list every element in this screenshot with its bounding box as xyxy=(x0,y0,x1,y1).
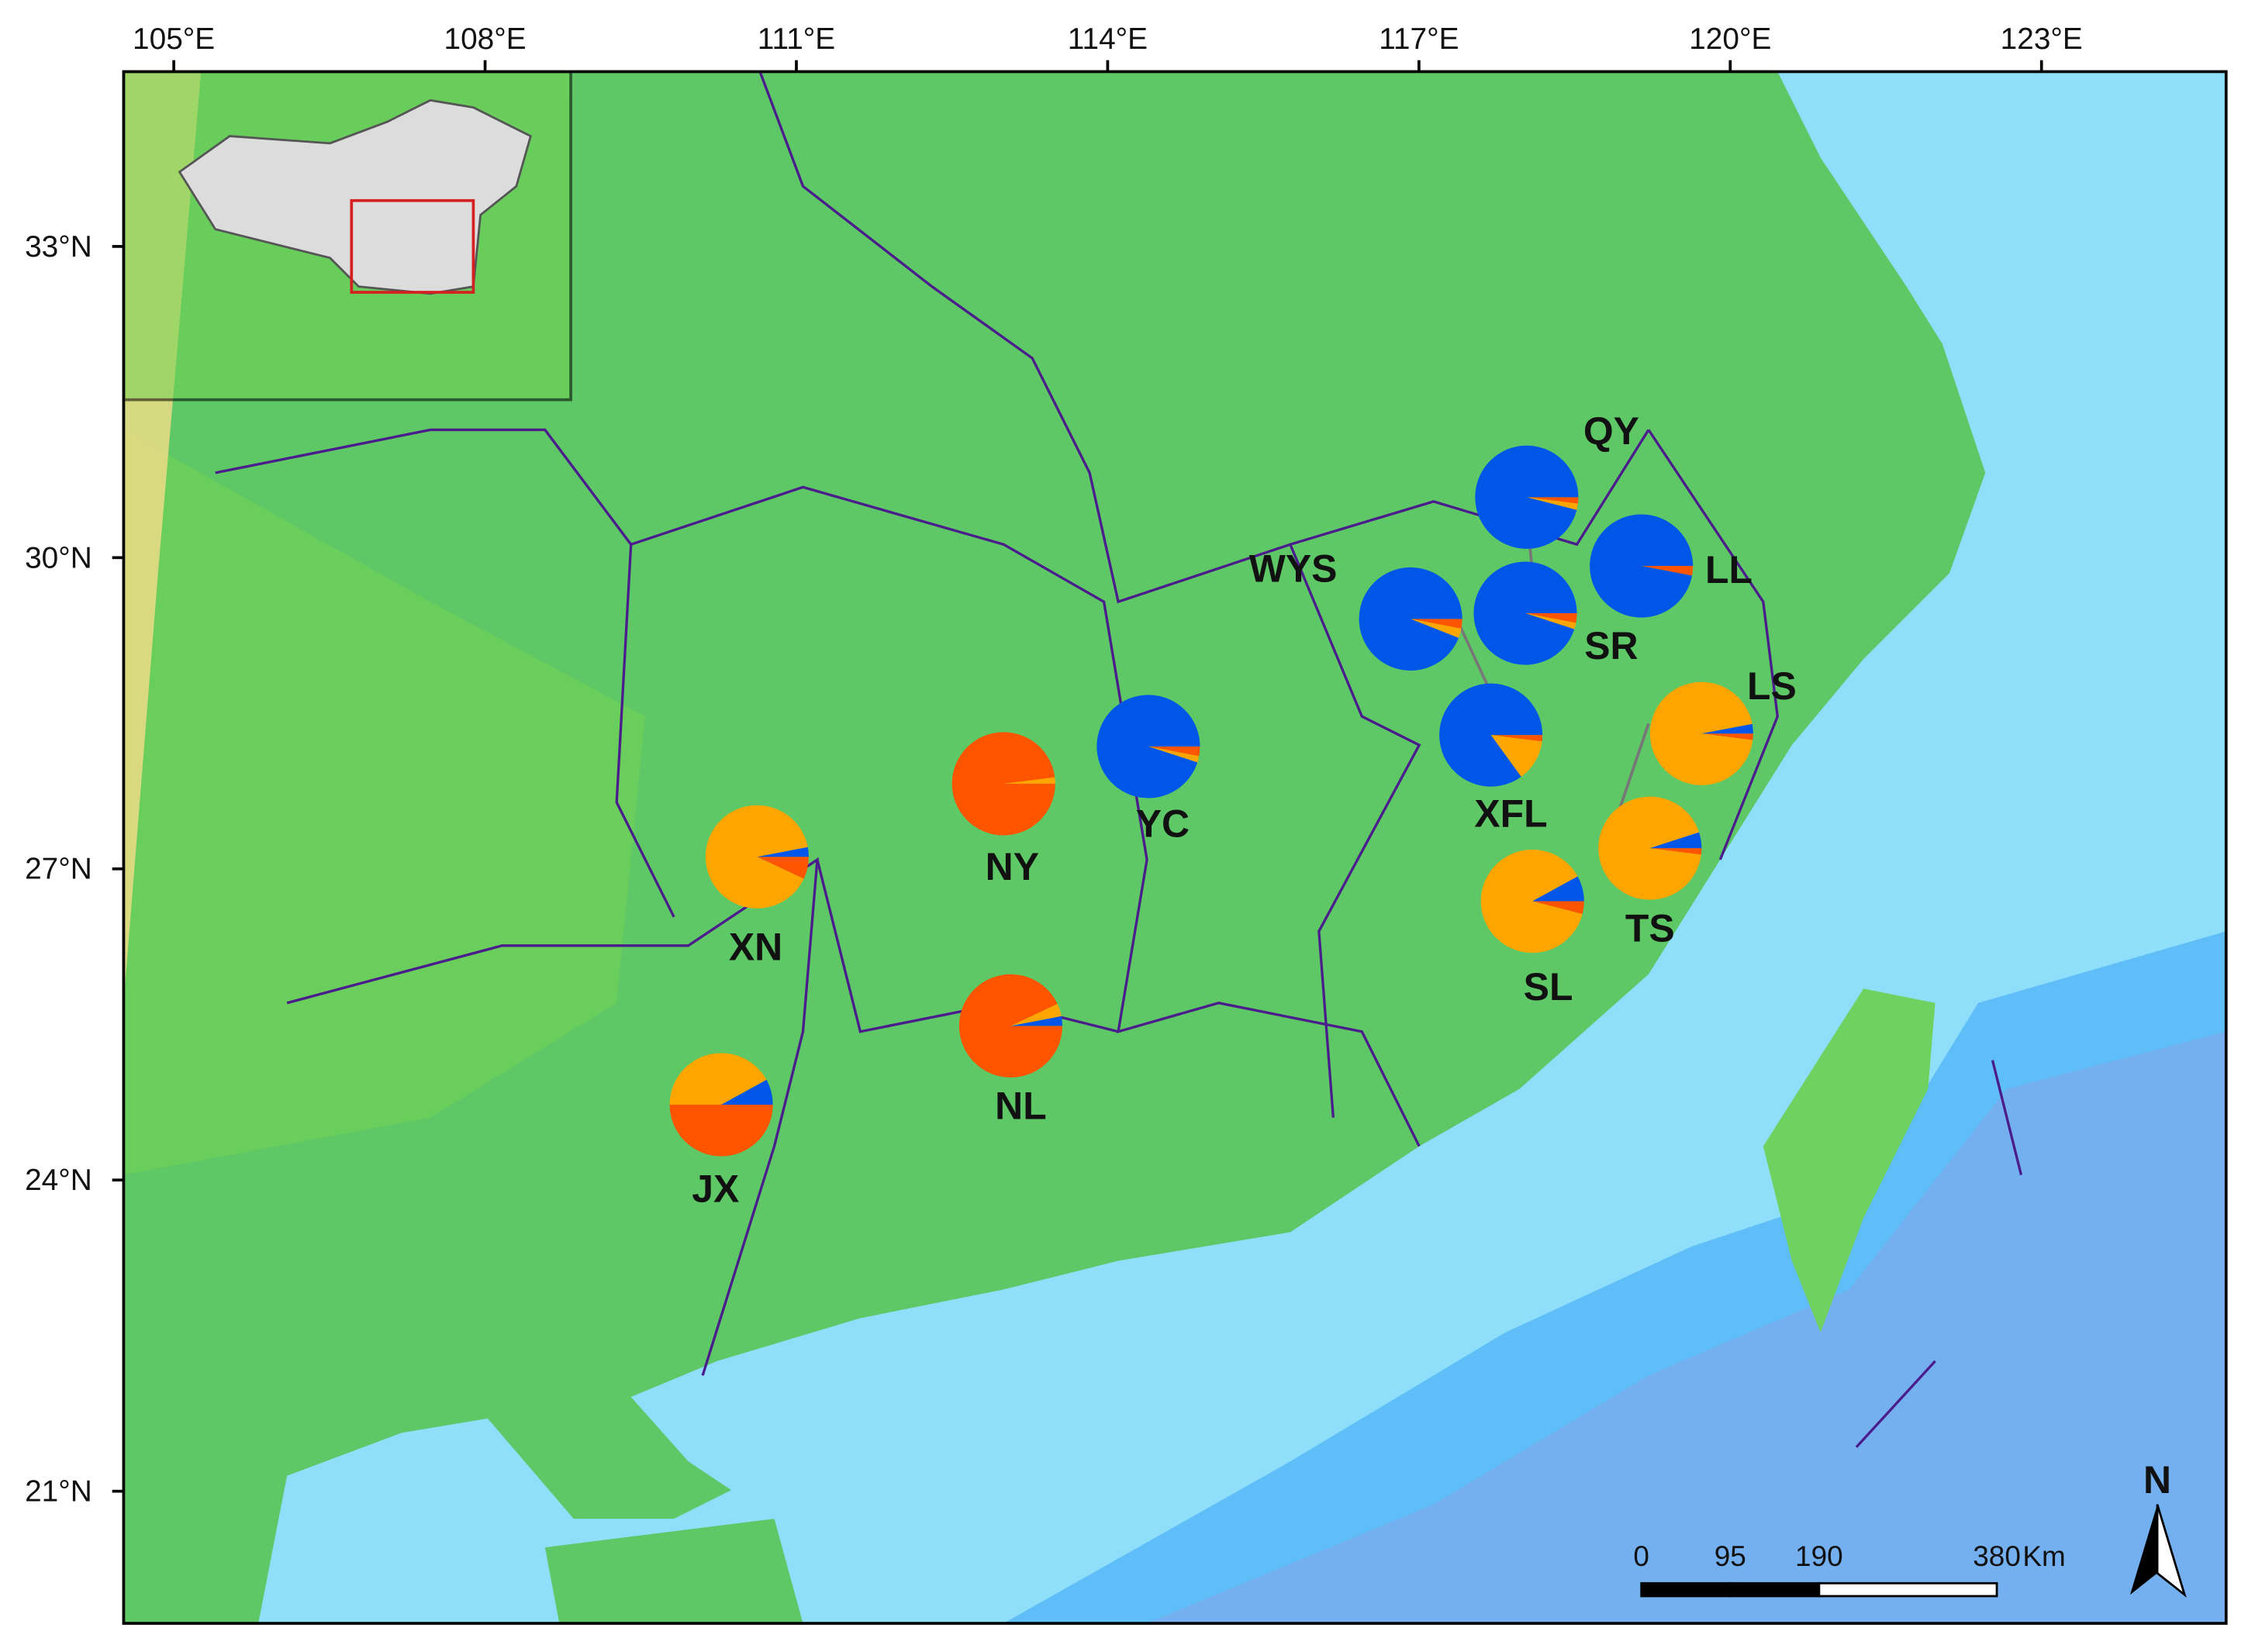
pie-slice xyxy=(1701,723,1753,734)
scale-segment xyxy=(1728,1581,1821,1598)
pie-slice xyxy=(1598,796,1701,900)
pie-slice xyxy=(1148,746,1200,763)
pie-slice xyxy=(1148,746,1200,757)
lon-tick-label: 111°E xyxy=(758,22,835,56)
north-arrow xyxy=(2156,1504,2187,1598)
pie-slice xyxy=(1532,901,1584,915)
lat-tick-label: 21°N xyxy=(25,1475,92,1509)
lon-tick-label: 117°E xyxy=(1379,22,1459,56)
population-label: YC xyxy=(1136,802,1190,845)
map-frame xyxy=(122,70,2228,1625)
pie-slice xyxy=(721,1079,773,1105)
pie-slice xyxy=(1411,619,1462,629)
lat-tick-label: 24°N xyxy=(25,1164,92,1197)
pie-slice xyxy=(1475,445,1579,549)
lon-tick-label: 108°E xyxy=(444,22,527,56)
pie-slice xyxy=(1439,683,1543,787)
population-label: SL xyxy=(1524,965,1573,1009)
pie-slice xyxy=(1096,695,1200,798)
population-label: SR xyxy=(1584,624,1638,667)
lon-tick-label: 123°E xyxy=(2001,22,2083,56)
population-label: WYS xyxy=(1249,547,1338,590)
basemap xyxy=(123,71,2226,1624)
pie-slice xyxy=(669,1053,767,1105)
pie-slice xyxy=(1490,735,1542,777)
population-label: NY xyxy=(986,845,1039,888)
population-label: XFL xyxy=(1474,792,1547,835)
scale-label: 190 xyxy=(1795,1540,1843,1572)
pie-slice xyxy=(1526,497,1578,510)
lon-tick-label: 105°E xyxy=(133,22,215,56)
pie-slice xyxy=(1649,848,1702,855)
pie-slice xyxy=(1649,832,1702,849)
lat-tick-label: 27°N xyxy=(25,853,92,886)
pie-slice xyxy=(669,1104,773,1157)
north-label: N xyxy=(2143,1458,2171,1502)
population-label: LS xyxy=(1747,664,1797,708)
pie-slice xyxy=(757,847,809,857)
lon-tick-label: 120°E xyxy=(1689,22,1771,56)
pie-slice xyxy=(1526,497,1579,504)
pie-slice xyxy=(1641,566,1694,576)
lat-tick-label: 33°N xyxy=(25,230,92,264)
marks: 105°E 108°E 111°E 114°E 117°E 120°E 123°E 33°N 3… xyxy=(25,22,2187,1598)
scale-label: 0 xyxy=(1633,1540,1649,1572)
pie-slice xyxy=(757,857,809,879)
population-label: XN xyxy=(729,925,782,968)
scale-label: 95 xyxy=(1714,1540,1746,1572)
lat-tick-label: 30°N xyxy=(25,541,92,574)
pie-slice xyxy=(951,732,1055,836)
pie-slice xyxy=(1411,619,1462,638)
pie-slice xyxy=(1010,1003,1062,1026)
population-label: QY xyxy=(1583,409,1639,453)
pie-slice xyxy=(705,805,808,909)
pie-slice xyxy=(1525,613,1576,629)
pie-slice xyxy=(1480,849,1583,954)
north-arrow xyxy=(2129,1504,2158,1595)
pie-slice xyxy=(1359,567,1462,671)
population-label: JX xyxy=(692,1167,739,1211)
pie-slice xyxy=(1532,876,1584,902)
scale-segment xyxy=(1640,1581,1732,1598)
pie-slice xyxy=(1525,613,1577,623)
pie-slice xyxy=(1649,681,1753,785)
scale-unit: Km xyxy=(2022,1540,2065,1572)
population-label: TS xyxy=(1625,906,1675,950)
population-label: NL xyxy=(995,1084,1047,1127)
scale-segment xyxy=(1818,1581,1998,1598)
lon-tick-label: 114°E xyxy=(1068,22,1148,56)
scale-label: 380 xyxy=(1973,1540,2021,1572)
pie-slice xyxy=(958,974,1063,1078)
pie-slice xyxy=(1701,733,1753,740)
pie-slice xyxy=(1490,735,1543,742)
pie-slice xyxy=(1003,777,1055,784)
pie-slice xyxy=(1590,514,1694,618)
population-label: LL xyxy=(1705,548,1752,591)
pie-slice xyxy=(1473,561,1577,665)
pie-slice xyxy=(1010,1016,1063,1026)
